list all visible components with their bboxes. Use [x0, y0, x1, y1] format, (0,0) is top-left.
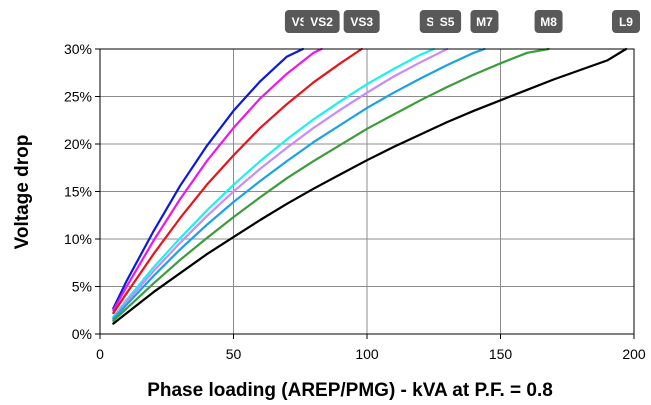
- x-tick-label: 200: [622, 346, 646, 362]
- series-line-vs1: [112, 47, 304, 310]
- legend-tag-background: [470, 10, 499, 33]
- series-lines: [112, 47, 628, 325]
- series-line-l9: [112, 47, 628, 325]
- legend-tag-m7: M7: [470, 10, 499, 33]
- legend-tag-background: [611, 10, 640, 33]
- legend-tag-label: M8: [540, 15, 557, 29]
- legend-tag-s5: S5: [433, 10, 462, 33]
- legend-tag-label: S5: [440, 15, 455, 29]
- x-tick-label: 0: [96, 346, 104, 362]
- series-line-s5: [112, 47, 449, 319]
- y-tick-label: 10%: [64, 231, 92, 247]
- series-line-vs2: [112, 47, 323, 312]
- y-tick-label: 30%: [64, 41, 92, 57]
- legend-tag-label: VS2: [310, 15, 333, 29]
- series-line-m8: [112, 47, 550, 322]
- x-tick-label: 50: [226, 346, 242, 362]
- legend-tag-m8: M8: [534, 10, 563, 33]
- x-tick-labels: 0 50 100 150 200: [96, 346, 646, 362]
- x-axis-title: Phase loading (AREP/PMG) - kVA at P.F. =…: [147, 380, 553, 401]
- legend-tag-background: [433, 10, 462, 33]
- series-line-vs3: [112, 47, 363, 315]
- series-legend: VS1VS2VS3S4S5M7M8L9: [284, 10, 640, 33]
- plot-frame: [95, 48, 635, 339]
- y-axis-title: Voltage drop: [12, 135, 33, 250]
- legend-tag-vs2: VS2: [303, 10, 340, 33]
- y-tick-label: 0%: [72, 326, 92, 342]
- legend-tag-background: [343, 10, 380, 33]
- x-tick-label: 100: [355, 346, 379, 362]
- legend-tag-vs3: VS3: [343, 10, 380, 33]
- y-tick-labels: 0% 5% 10% 15% 20% 25% 30%: [64, 41, 92, 342]
- legend-tag-l9: L9: [611, 10, 640, 33]
- legend-tag-label: L9: [619, 15, 633, 29]
- series-line-s4: [112, 47, 435, 318]
- y-tick-label: 20%: [64, 136, 92, 152]
- x-tick-label: 150: [489, 346, 513, 362]
- y-tick-label: 25%: [64, 89, 92, 105]
- legend-tag-label: VS3: [350, 15, 373, 29]
- legend-tag-background: [303, 10, 340, 33]
- plot-area-border: [99, 48, 635, 335]
- legend-tag-background: [534, 10, 563, 33]
- series-line-m7: [112, 47, 486, 320]
- y-tick-label: 15%: [64, 184, 92, 200]
- y-tick-label: 5%: [72, 279, 92, 295]
- legend-tag-label: M7: [476, 15, 493, 29]
